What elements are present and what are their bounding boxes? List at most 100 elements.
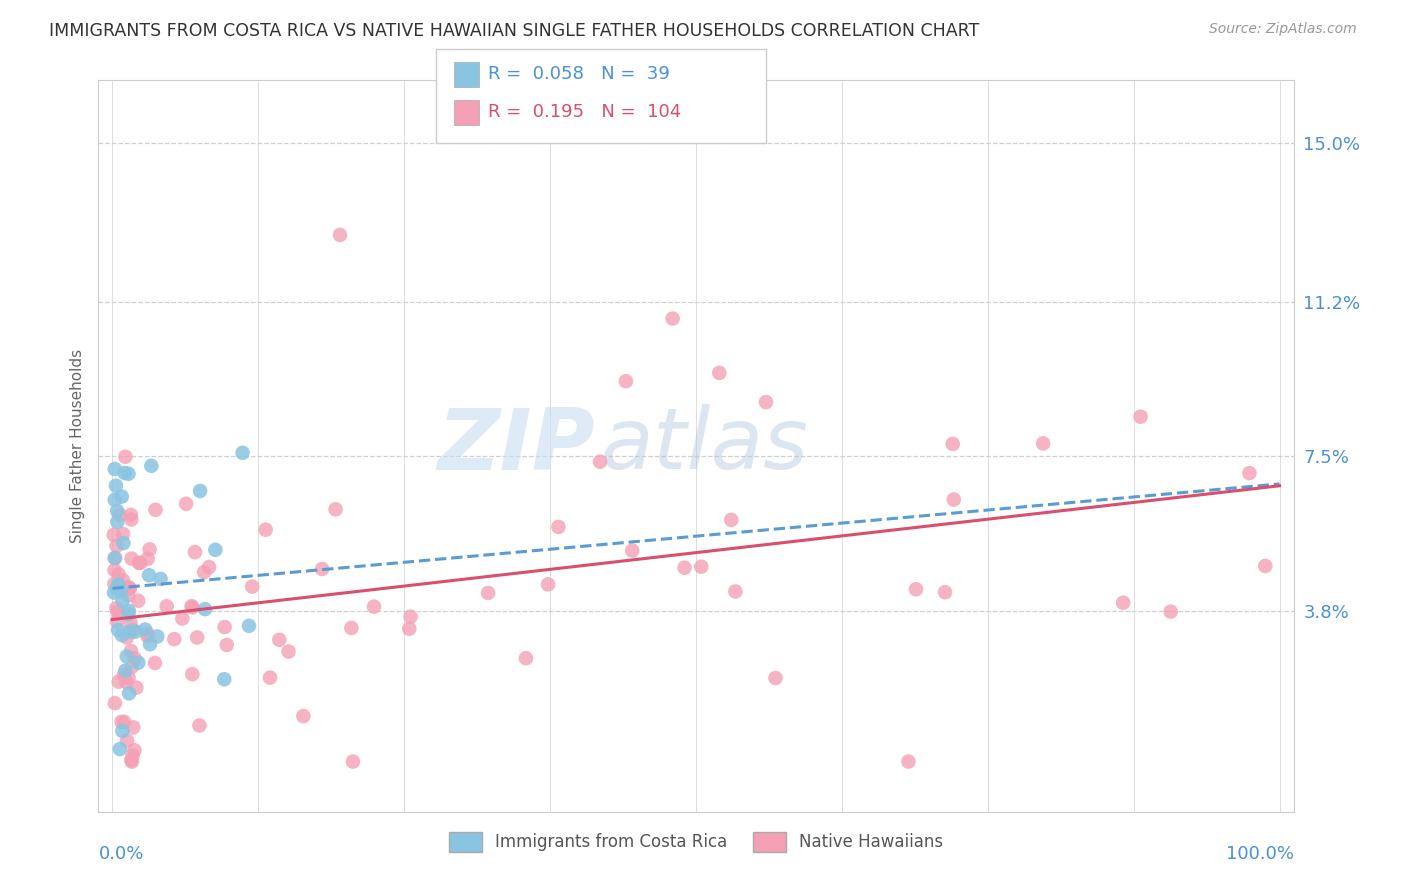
Point bbox=[103, 563, 125, 577]
Point bbox=[124, 743, 146, 757]
Text: R =  0.195   N =  104: R = 0.195 N = 104 bbox=[488, 103, 681, 121]
Point bbox=[340, 621, 363, 635]
Point bbox=[186, 631, 208, 645]
Point bbox=[934, 585, 956, 599]
Point bbox=[121, 748, 143, 763]
Point bbox=[146, 630, 169, 644]
Point bbox=[120, 753, 142, 767]
Point bbox=[204, 542, 226, 557]
Point bbox=[120, 615, 142, 630]
Point bbox=[184, 545, 207, 559]
Point bbox=[194, 602, 217, 616]
Point bbox=[127, 593, 149, 607]
Point bbox=[111, 490, 134, 504]
Point bbox=[181, 667, 204, 681]
Point bbox=[108, 508, 131, 522]
Point bbox=[103, 585, 125, 599]
Point bbox=[107, 674, 129, 689]
Point bbox=[105, 582, 128, 596]
Point bbox=[111, 723, 134, 738]
Point bbox=[145, 503, 167, 517]
Point bbox=[110, 584, 132, 599]
Point bbox=[125, 681, 148, 695]
Point bbox=[724, 584, 747, 599]
Point bbox=[942, 492, 965, 507]
Point bbox=[1129, 409, 1152, 424]
Point bbox=[118, 582, 141, 596]
Point bbox=[111, 593, 134, 607]
Point bbox=[515, 651, 537, 665]
Point bbox=[277, 644, 299, 658]
Point bbox=[103, 576, 125, 591]
Point bbox=[104, 551, 127, 566]
Point bbox=[122, 720, 145, 734]
Point bbox=[342, 755, 364, 769]
Point bbox=[198, 560, 221, 574]
Point bbox=[269, 632, 291, 647]
Point bbox=[104, 462, 127, 476]
Y-axis label: Single Father Households: Single Father Households bbox=[69, 349, 84, 543]
Point bbox=[115, 631, 138, 645]
Point bbox=[897, 755, 920, 769]
Point bbox=[112, 668, 135, 682]
Point bbox=[118, 604, 141, 618]
Point bbox=[107, 567, 129, 582]
Text: ZIP: ZIP bbox=[437, 404, 595, 488]
Point bbox=[174, 497, 197, 511]
Point bbox=[105, 605, 128, 619]
Point bbox=[614, 374, 637, 388]
Point bbox=[661, 311, 683, 326]
Point bbox=[108, 742, 131, 756]
Text: R =  0.058   N =  39: R = 0.058 N = 39 bbox=[488, 65, 669, 83]
Point bbox=[118, 624, 141, 639]
Text: 0.0%: 0.0% bbox=[98, 845, 143, 863]
Point bbox=[121, 755, 143, 769]
Point bbox=[690, 559, 713, 574]
Point bbox=[141, 458, 163, 473]
Point bbox=[122, 623, 145, 637]
Point bbox=[1239, 466, 1261, 480]
Point bbox=[104, 492, 127, 507]
Point bbox=[477, 586, 499, 600]
Point bbox=[181, 600, 204, 615]
Point bbox=[117, 467, 139, 481]
Point bbox=[329, 227, 352, 242]
Point bbox=[673, 560, 696, 574]
Point bbox=[1112, 596, 1135, 610]
Point bbox=[149, 572, 172, 586]
Text: Source: ZipAtlas.com: Source: ZipAtlas.com bbox=[1209, 22, 1357, 37]
Point bbox=[129, 556, 152, 570]
Point bbox=[124, 624, 146, 639]
Text: 100.0%: 100.0% bbox=[1226, 845, 1294, 863]
Point bbox=[904, 582, 927, 597]
Point bbox=[238, 619, 260, 633]
Point bbox=[240, 580, 263, 594]
Point bbox=[118, 686, 141, 700]
Point bbox=[117, 607, 139, 622]
Point bbox=[124, 651, 146, 665]
Point bbox=[105, 615, 128, 629]
Point bbox=[107, 623, 129, 637]
Point bbox=[188, 718, 211, 732]
Point bbox=[232, 446, 254, 460]
Point bbox=[117, 580, 139, 594]
Point bbox=[138, 568, 160, 582]
Text: atlas: atlas bbox=[600, 404, 808, 488]
Text: IMMIGRANTS FROM COSTA RICA VS NATIVE HAWAIIAN SINGLE FATHER HOUSEHOLDS CORRELATI: IMMIGRANTS FROM COSTA RICA VS NATIVE HAW… bbox=[49, 22, 980, 40]
Point bbox=[325, 502, 347, 516]
Point bbox=[363, 599, 385, 614]
Point bbox=[136, 626, 159, 640]
Point bbox=[755, 395, 778, 409]
Point bbox=[114, 664, 136, 678]
Point bbox=[121, 660, 143, 674]
Point bbox=[104, 551, 127, 566]
Point bbox=[120, 512, 142, 526]
Point bbox=[121, 551, 143, 566]
Point bbox=[311, 562, 333, 576]
Point bbox=[254, 523, 277, 537]
Point bbox=[114, 582, 136, 596]
Point bbox=[172, 611, 194, 625]
Point bbox=[107, 577, 129, 591]
Point bbox=[547, 520, 569, 534]
Point bbox=[188, 483, 211, 498]
